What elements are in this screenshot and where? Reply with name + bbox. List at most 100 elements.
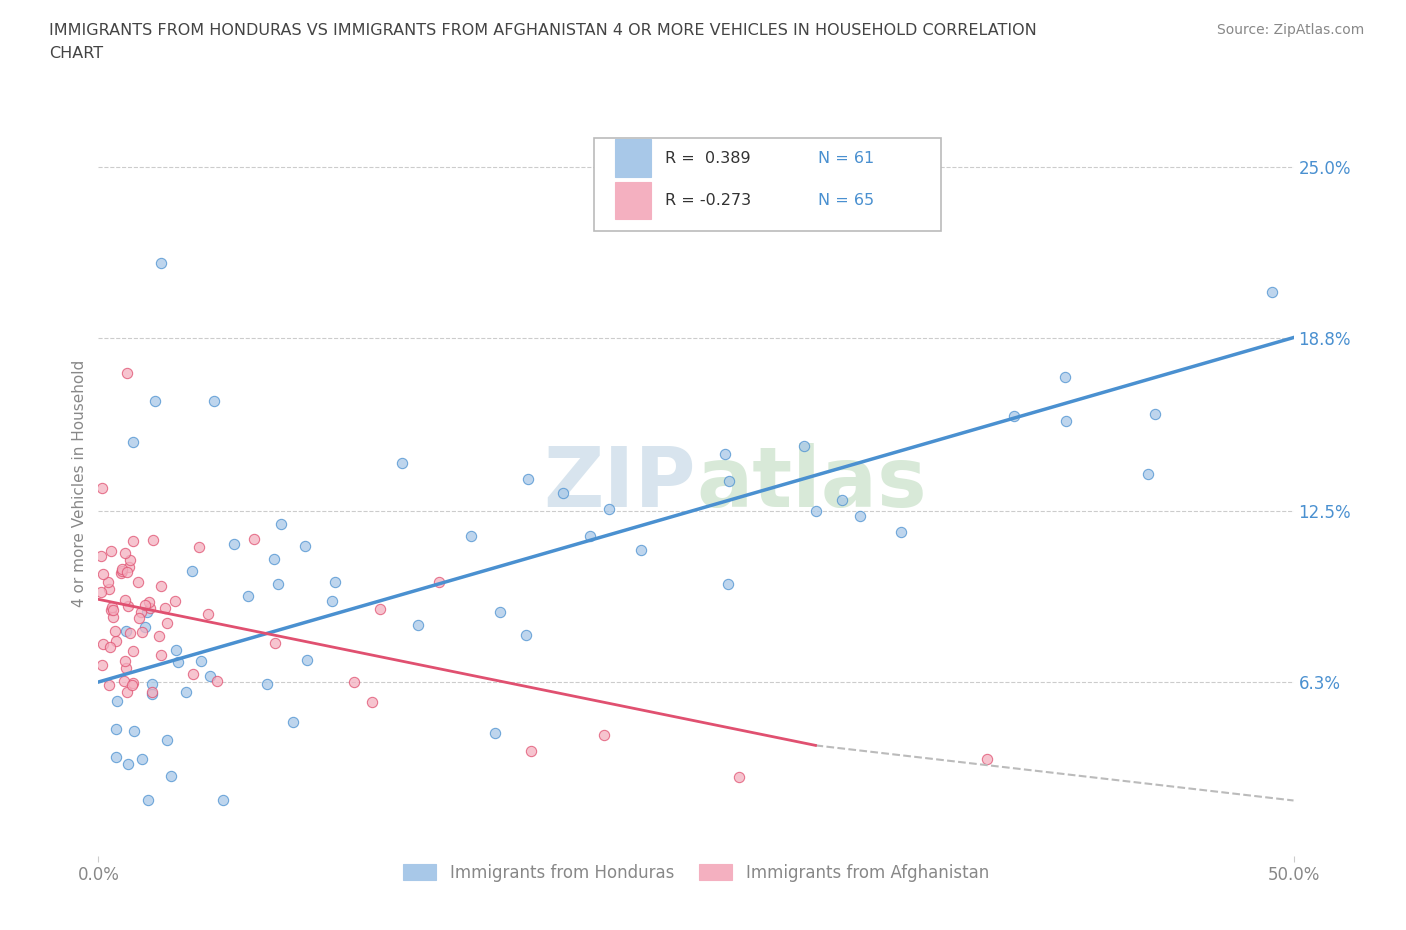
Point — [515, 628, 537, 643]
Text: N = 65: N = 65 — [818, 193, 875, 208]
Point — [104, 623, 127, 638]
Point — [460, 528, 482, 543]
Point — [90, 481, 112, 496]
Point — [91, 658, 114, 672]
Point — [190, 653, 212, 668]
Point — [165, 594, 187, 609]
Point — [110, 565, 132, 580]
Point — [111, 562, 134, 577]
Text: R =  0.389: R = 0.389 — [665, 151, 751, 166]
Point — [598, 501, 620, 516]
Text: R = -0.273: R = -0.273 — [665, 193, 751, 208]
Bar — [614, 182, 651, 219]
Point — [224, 537, 246, 551]
Point — [270, 516, 292, 531]
Point — [114, 654, 136, 669]
Point — [489, 604, 512, 619]
Point — [115, 623, 138, 638]
Point — [188, 540, 211, 555]
Point — [114, 661, 136, 676]
Point — [131, 625, 153, 640]
Point — [118, 560, 141, 575]
Point — [121, 644, 143, 658]
Point — [105, 693, 128, 708]
Text: N = 61: N = 61 — [818, 151, 875, 166]
Point — [100, 603, 122, 618]
Point — [578, 529, 600, 544]
Point — [1054, 369, 1077, 384]
Point — [121, 677, 143, 692]
Point — [166, 655, 188, 670]
Point — [103, 610, 125, 625]
Point — [243, 531, 266, 546]
Point — [98, 581, 121, 596]
Point — [176, 684, 198, 699]
Point — [117, 757, 139, 772]
Text: ZIP: ZIP — [544, 443, 696, 525]
Point — [104, 750, 127, 764]
Point — [136, 605, 159, 620]
Point — [138, 594, 160, 609]
Point — [516, 472, 538, 486]
Point — [1143, 406, 1166, 421]
Point — [198, 669, 221, 684]
Point — [295, 652, 318, 667]
Point — [90, 585, 112, 600]
Point — [115, 684, 138, 699]
Point — [1054, 414, 1077, 429]
Point — [804, 503, 827, 518]
Point — [281, 714, 304, 729]
Point — [138, 600, 160, 615]
Point — [148, 629, 170, 644]
Point — [181, 666, 204, 681]
Point — [630, 542, 652, 557]
Point — [124, 724, 146, 738]
Point — [1002, 408, 1025, 423]
Point — [149, 647, 172, 662]
Point — [160, 768, 183, 783]
Point — [406, 618, 429, 632]
Point — [111, 564, 134, 578]
Bar — [614, 140, 651, 177]
Point — [114, 545, 136, 560]
Point — [553, 485, 575, 500]
Point — [141, 684, 163, 699]
Point — [323, 575, 346, 590]
Point — [121, 435, 143, 450]
Point — [263, 635, 285, 650]
Point — [122, 675, 145, 690]
Point — [149, 256, 172, 271]
Y-axis label: 4 or more Vehicles in Household: 4 or more Vehicles in Household — [72, 360, 87, 607]
Text: CHART: CHART — [49, 46, 103, 61]
Point — [115, 565, 138, 579]
Point — [100, 543, 122, 558]
Point — [97, 678, 120, 693]
Point — [890, 525, 912, 539]
Text: IMMIGRANTS FROM HONDURAS VS IMMIGRANTS FROM AFGHANISTAN 4 OR MORE VEHICLES IN HO: IMMIGRANTS FROM HONDURAS VS IMMIGRANTS F… — [49, 23, 1038, 38]
Point — [343, 674, 366, 689]
Point — [728, 769, 751, 784]
Point — [207, 673, 229, 688]
Point — [256, 677, 278, 692]
Text: atlas: atlas — [696, 443, 927, 525]
Point — [427, 575, 450, 590]
Point — [713, 446, 735, 461]
Point — [202, 393, 225, 408]
Point — [118, 552, 141, 567]
Point — [156, 616, 179, 631]
Point — [142, 533, 165, 548]
Point — [127, 575, 149, 590]
Point — [101, 599, 124, 614]
Point — [717, 577, 740, 591]
Point — [104, 633, 127, 648]
Point — [391, 455, 413, 470]
Point — [321, 593, 343, 608]
Point — [91, 637, 114, 652]
Text: Source: ZipAtlas.com: Source: ZipAtlas.com — [1216, 23, 1364, 37]
Point — [181, 563, 204, 578]
Point — [1261, 285, 1284, 299]
Point — [117, 598, 139, 613]
Point — [267, 577, 290, 591]
Point — [520, 744, 543, 759]
Point — [141, 677, 163, 692]
